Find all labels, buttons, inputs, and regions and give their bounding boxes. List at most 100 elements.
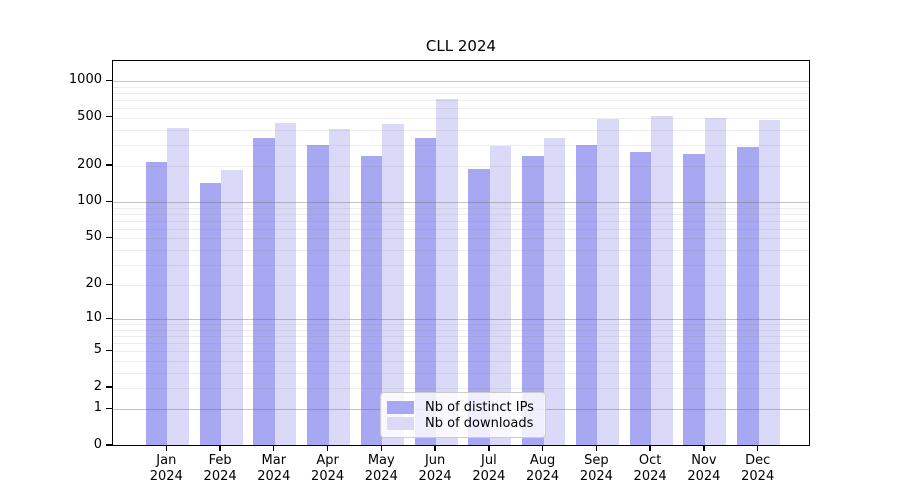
bar-downloads-may — [382, 123, 404, 445]
y-tick-label: 0 — [93, 437, 102, 452]
gridline-minor — [113, 93, 809, 94]
y-tick-label: 1000 — [68, 72, 102, 88]
x-axis-tick — [434, 446, 436, 451]
bar-distinct-ips-dec — [737, 146, 759, 445]
x-tick-year: 2024 — [687, 469, 721, 484]
gridline-minor — [113, 388, 809, 389]
x-tick-year: 2024 — [364, 469, 398, 484]
gridline-major — [113, 319, 809, 321]
gridline-minor — [113, 207, 809, 209]
bar-distinct-ips-jun — [414, 137, 437, 445]
x-tick-label: May 2024 — [349, 453, 413, 485]
bar-downloads-aug — [543, 137, 566, 445]
bar-downloads-mar — [274, 122, 297, 445]
bar-downloads-apr — [328, 129, 351, 445]
y-axis-tick — [106, 236, 112, 239]
x-tick-year: 2024 — [203, 469, 237, 484]
gridline-major — [113, 202, 809, 204]
y-tick-label: 100 — [77, 193, 102, 209]
x-axis-tick — [326, 446, 329, 451]
gridline-minor — [113, 228, 809, 230]
gridline-minor — [113, 249, 809, 251]
bar-distinct-ips-nov — [683, 154, 705, 445]
y-axis-tick — [106, 444, 112, 446]
x-tick-year: 2024 — [472, 469, 506, 484]
gridline-minor — [113, 117, 809, 119]
bar-distinct-ips-sep — [575, 144, 598, 445]
chart-title: CLL 2024 — [425, 37, 497, 55]
x-axis-tick — [380, 446, 382, 451]
x-tick-label: Dec 2024 — [726, 453, 790, 485]
bar-downloads-sep — [597, 119, 619, 445]
gridline-minor — [113, 372, 809, 374]
gridline-minor — [113, 108, 809, 110]
x-tick-label: Nov 2024 — [672, 453, 736, 485]
legend-entry: Nb of downloads — [387, 415, 537, 431]
x-tick-label: Apr 2024 — [296, 453, 360, 485]
gridline-minor — [113, 86, 809, 88]
gridline-minor — [113, 129, 809, 131]
bar-distinct-ips-aug — [522, 156, 544, 445]
gridline-minor — [113, 100, 809, 101]
y-axis-tick — [106, 79, 112, 81]
bar-downloads-dec — [758, 119, 781, 445]
gridline-minor — [113, 351, 809, 353]
bar-distinct-ips-mar — [253, 138, 275, 445]
legend-label: Nb of distinct IPs — [425, 399, 534, 415]
bar-distinct-ips-feb — [199, 183, 222, 445]
bar-downloads-jan — [167, 127, 189, 445]
legend-swatch-distinct-ips — [387, 400, 414, 414]
x-axis-tick — [649, 446, 651, 451]
gridline-minor — [113, 330, 809, 331]
x-tick-year: 2024 — [741, 469, 775, 484]
x-axis-tick — [273, 446, 275, 451]
gridline-major — [113, 81, 809, 83]
y-axis-tick — [106, 386, 112, 388]
y-tick-label: 1 — [93, 400, 102, 416]
x-axis-tick — [165, 446, 167, 451]
bar-downloads-jul — [489, 145, 512, 445]
gridline-minor — [113, 361, 809, 362]
x-tick-label: Jul 2024 — [457, 453, 521, 485]
x-tick-label: Feb 2024 — [188, 453, 252, 485]
y-tick-label: 20 — [85, 276, 102, 292]
x-tick-year: 2024 — [149, 469, 183, 484]
x-tick-label: Jan 2024 — [134, 453, 198, 485]
gridline-minor — [113, 264, 809, 266]
y-axis-tick — [106, 317, 112, 320]
x-axis-tick — [703, 446, 705, 451]
y-tick-label: 500 — [77, 108, 102, 124]
legend-entry: Nb of distinct IPs — [387, 399, 537, 415]
y-tick-label: 200 — [77, 157, 102, 172]
x-tick-year: 2024 — [257, 469, 291, 484]
legend-label: Nb of downloads — [425, 415, 534, 431]
y-axis-tick — [106, 200, 112, 202]
x-tick-label: Oct 2024 — [618, 453, 682, 485]
bar-downloads-oct — [651, 116, 673, 445]
x-axis-tick — [541, 446, 544, 451]
bar-distinct-ips-oct — [629, 151, 652, 445]
legend-swatch-downloads — [387, 416, 414, 430]
y-axis-tick — [106, 283, 112, 285]
y-axis-tick — [106, 116, 112, 118]
gridline-minor — [113, 214, 809, 215]
gridline-minor — [113, 324, 809, 326]
x-tick-label: Mar 2024 — [242, 453, 306, 485]
x-axis-tick — [757, 446, 759, 451]
gridline-minor — [113, 336, 809, 338]
plot-area — [112, 60, 810, 446]
x-tick-year: 2024 — [311, 469, 345, 484]
bar-distinct-ips-apr — [307, 144, 329, 445]
x-tick-label: Jun 2024 — [403, 453, 467, 485]
legend: Nb of distinct IPs Nb of downloads — [380, 392, 546, 438]
y-axis-tick — [106, 407, 112, 410]
y-tick-label: 50 — [85, 229, 102, 245]
gridline-minor — [113, 343, 809, 345]
bar-downloads-feb — [221, 170, 243, 445]
gridline-minor — [113, 238, 809, 240]
y-tick-label: 2 — [93, 379, 102, 394]
x-tick-label: Sep 2024 — [564, 453, 628, 485]
x-tick-year: 2024 — [633, 469, 667, 484]
y-tick-label: 10 — [85, 310, 102, 326]
